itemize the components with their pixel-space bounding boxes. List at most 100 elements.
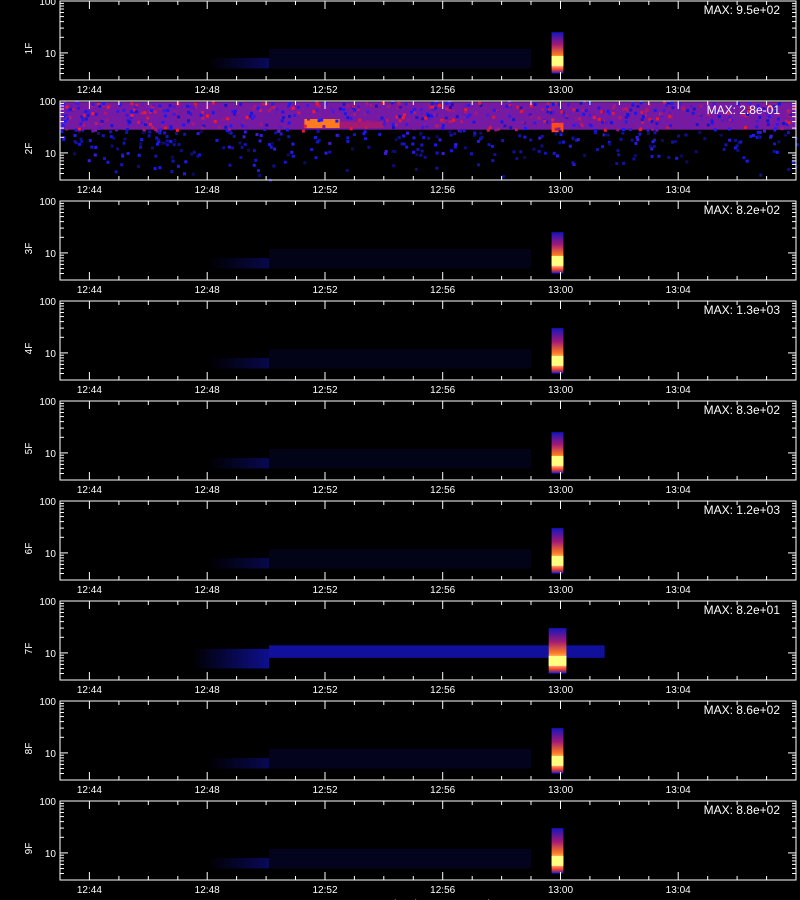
noise-point [486,128,490,132]
noise-point [519,106,523,110]
noise-point [422,136,426,140]
noise-point [395,115,399,119]
noise-point [200,111,204,115]
noise-point [239,102,243,106]
noise-point [745,159,749,163]
noise-point [727,107,730,111]
noise-point [164,126,168,130]
noise-point [234,109,238,113]
noise-point [411,142,415,146]
y-tick-label: 10 [45,49,57,60]
noise-point [546,105,549,109]
noise-point [586,105,590,109]
noise-point [621,107,625,111]
noise-point [229,124,233,128]
noise-point [552,151,556,155]
noise-point [424,116,428,120]
noise-point [678,102,682,106]
x-tick-label: 12:44 [77,385,102,396]
noise-point [65,115,69,119]
panel-2f: 100 10 2F 12:44 12:48 12:52 12:56 13:00 13:04 MAX… [24,97,799,196]
noise-point [546,102,550,106]
noise-point [546,120,550,124]
noise-point [789,113,792,117]
x-tick-label: 13:00 [548,685,573,696]
panel-1f: 100 10 1F 12:44 12:48 12:52 12:56 13:00 13:04 MAX… [24,0,797,96]
noise-point [98,104,102,108]
x-axis: 12:44 12:48 12:52 12:56 13:00 13:04 [59,801,797,896]
noise-point [657,154,661,158]
noise-point [167,105,171,109]
noise-point [427,136,431,140]
spectrogram-features [192,628,605,674]
noise-point [769,134,773,138]
noise-point [412,108,416,112]
noise-point [373,104,377,108]
noise-point [639,103,643,107]
noise-point [128,120,132,124]
noise-point [201,116,205,120]
noise-point [685,160,689,164]
noise-point [728,127,731,131]
y-axis: 100 10 [39,697,796,781]
noise-point [449,106,452,109]
noise-point [628,128,632,131]
noise-point [268,109,271,113]
noise-point [343,112,347,116]
noise-point [501,139,505,143]
y-tick-label: 100 [39,397,56,408]
noise-point [196,132,200,136]
panel-label: 7F [24,643,35,655]
noise-point [191,122,195,126]
noise-point [689,104,693,108]
noise-point [179,106,183,110]
noise-point [62,138,66,142]
noise-point [607,118,610,122]
noise-point [272,105,276,109]
noise-point [653,108,657,112]
noise-point [787,121,791,125]
noise-point [262,122,266,126]
noise-point [148,104,152,108]
noise-point [155,129,159,133]
noise-point [722,147,726,151]
noise-point [194,105,198,109]
noise-point [524,126,527,130]
noise-point [561,107,564,111]
noise-point [65,127,69,131]
noise-point [431,107,435,111]
noise-point [351,105,355,109]
plot-area [60,601,796,680]
noise-point [349,116,353,120]
spectrogram-features [207,432,564,474]
x-tick-label: 12:52 [312,385,337,396]
noise-point [663,101,666,105]
noise-point [139,145,143,149]
x-tick-label: 13:04 [666,785,691,796]
panel-6f: 100 10 6F 12:44 12:48 12:52 12:56 13:00 13:04 MAX… [24,497,797,596]
noise-point [271,102,275,106]
noise-point [398,103,402,107]
noise-point [346,116,350,120]
noise-point [148,122,152,126]
noise-point [497,127,501,131]
burst-core [551,255,564,266]
noise-point [135,110,138,114]
noise-point [575,138,579,142]
noise-point [364,137,367,141]
noise-point [77,127,81,131]
feature-1 [269,848,531,869]
noise-point [584,109,588,112]
noise-point [367,145,371,149]
noise-point [191,172,195,176]
noise-point [650,147,654,151]
noise-point [616,128,620,132]
noise-point [635,122,639,126]
noise-point [84,110,88,114]
noise-point [297,111,301,115]
noise-point [281,116,285,120]
noise-point [756,107,760,111]
panel-9f: 100 10 9F 12:44 12:48 12:52 12:56 13:00 13:04 MAX… [24,797,797,896]
x-tick-label: 12:48 [195,185,220,196]
noise-point [258,174,262,177]
